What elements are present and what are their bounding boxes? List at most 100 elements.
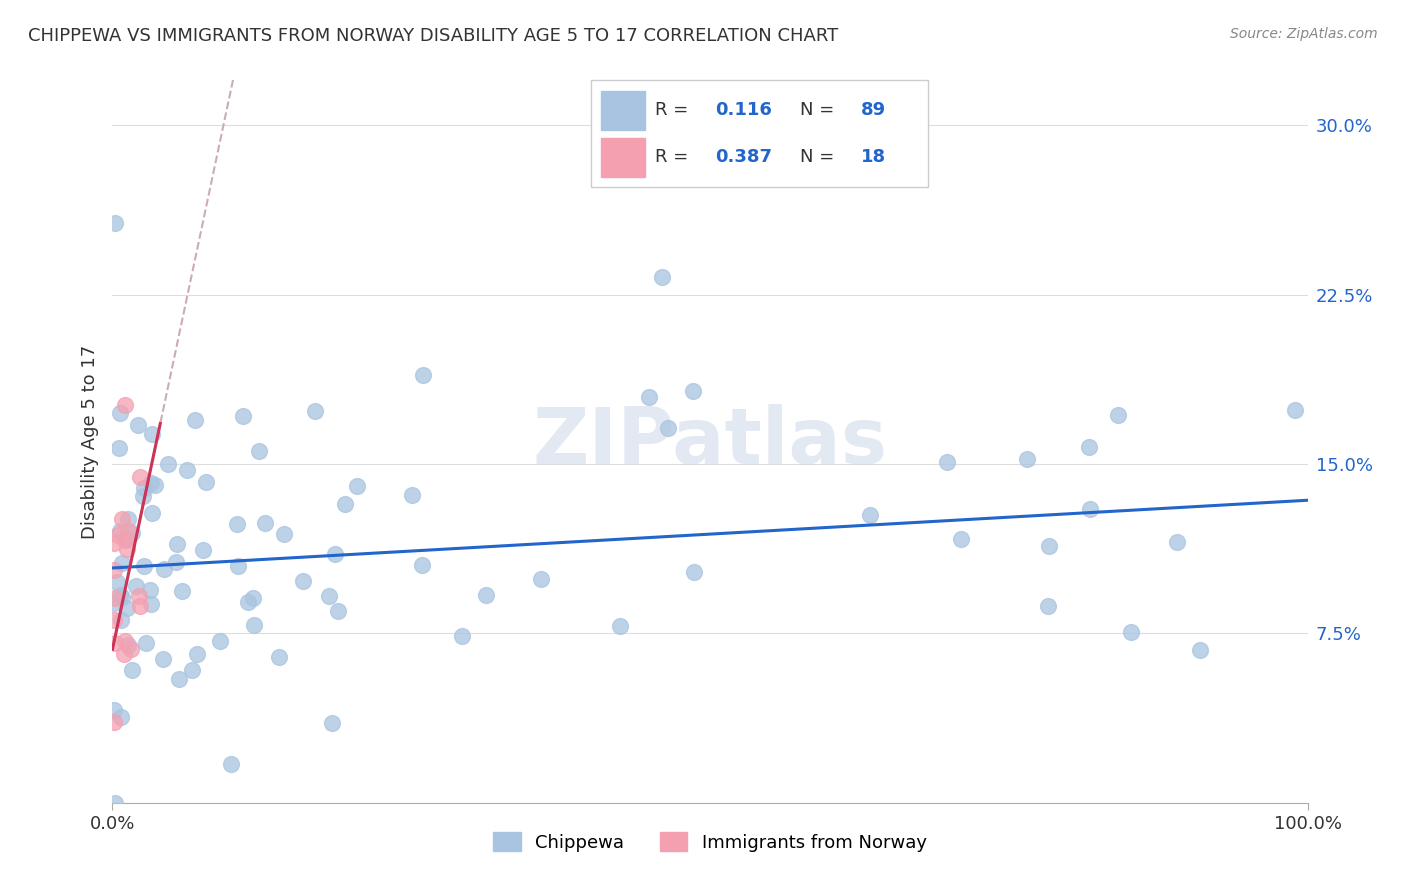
Point	[103, 635, 125, 649]
Point	[117, 638, 139, 652]
Bar	[600, 138, 644, 177]
Point	[107, 441, 129, 455]
Point	[346, 479, 368, 493]
Point	[114, 398, 136, 412]
Point	[1017, 452, 1039, 467]
Point	[115, 542, 138, 557]
Point	[103, 563, 125, 577]
Point	[186, 648, 208, 662]
Point	[128, 469, 150, 483]
Point	[1077, 440, 1099, 454]
Point	[181, 663, 204, 677]
Point	[145, 478, 167, 492]
Point	[110, 588, 132, 602]
Point	[132, 482, 155, 496]
Point	[195, 475, 218, 489]
Point	[117, 512, 139, 526]
Point	[127, 417, 149, 432]
Point	[111, 512, 134, 526]
Point	[121, 525, 143, 540]
Point	[165, 555, 187, 569]
Point	[304, 404, 326, 418]
Point	[292, 574, 315, 589]
Point	[1038, 599, 1060, 613]
Point	[401, 488, 423, 502]
Point	[152, 651, 174, 665]
Point	[637, 390, 659, 404]
Point	[135, 635, 157, 649]
Text: R =: R =	[655, 148, 693, 166]
Point	[103, 536, 125, 550]
Point	[232, 409, 254, 423]
Point	[141, 427, 163, 442]
Text: N =: N =	[800, 102, 834, 120]
Point	[115, 601, 138, 615]
Point	[451, 629, 474, 643]
Point	[111, 556, 134, 570]
Text: N =: N =	[800, 148, 834, 166]
Point	[114, 634, 136, 648]
Point	[112, 648, 135, 662]
Point	[125, 579, 148, 593]
Point	[121, 663, 143, 677]
Point	[228, 559, 250, 574]
Point	[117, 524, 139, 538]
Point	[103, 591, 125, 605]
Point	[243, 617, 266, 632]
Point	[273, 527, 295, 541]
Y-axis label: Disability Age 5 to 17: Disability Age 5 to 17	[80, 344, 98, 539]
Point	[107, 528, 129, 542]
Point	[651, 269, 673, 284]
Point	[1166, 534, 1188, 549]
Text: 0.387: 0.387	[716, 148, 772, 166]
Point	[104, 216, 127, 230]
Point	[936, 455, 959, 469]
Point	[333, 497, 356, 511]
Point	[609, 619, 631, 633]
Point	[1078, 502, 1101, 516]
Point	[104, 796, 127, 810]
Point	[184, 413, 207, 427]
Point	[166, 537, 188, 551]
Bar	[600, 91, 644, 129]
Point	[156, 457, 179, 471]
Point	[139, 582, 162, 597]
Text: 89: 89	[860, 102, 886, 120]
Point	[111, 590, 134, 604]
Point	[321, 716, 343, 731]
Point	[1284, 403, 1306, 417]
Point	[267, 650, 290, 665]
Point	[253, 516, 276, 530]
Point	[131, 489, 153, 503]
Point	[110, 613, 132, 627]
Text: ZIPatlas: ZIPatlas	[533, 403, 887, 480]
Point	[120, 641, 142, 656]
Point	[411, 558, 433, 572]
Point	[1121, 625, 1143, 640]
Point	[103, 596, 125, 610]
Point	[225, 516, 247, 531]
FancyBboxPatch shape	[591, 80, 928, 187]
Text: Source: ZipAtlas.com: Source: ZipAtlas.com	[1230, 27, 1378, 41]
Point	[132, 558, 155, 573]
Point	[193, 543, 215, 558]
Point	[412, 368, 434, 382]
Point	[170, 584, 193, 599]
Point	[108, 406, 131, 420]
Point	[1038, 539, 1060, 553]
Point	[318, 589, 340, 603]
Point	[682, 384, 704, 399]
Point	[103, 714, 125, 729]
Point	[128, 589, 150, 603]
Text: 0.116: 0.116	[716, 102, 772, 120]
Point	[103, 613, 125, 627]
Point	[141, 506, 163, 520]
Point	[247, 444, 270, 458]
Point	[328, 604, 350, 618]
Text: 18: 18	[860, 148, 886, 166]
Text: R =: R =	[655, 102, 693, 120]
Point	[242, 591, 264, 605]
Point	[114, 533, 136, 547]
Point	[139, 597, 162, 611]
Legend: Chippewa, Immigrants from Norway: Chippewa, Immigrants from Norway	[486, 825, 934, 859]
